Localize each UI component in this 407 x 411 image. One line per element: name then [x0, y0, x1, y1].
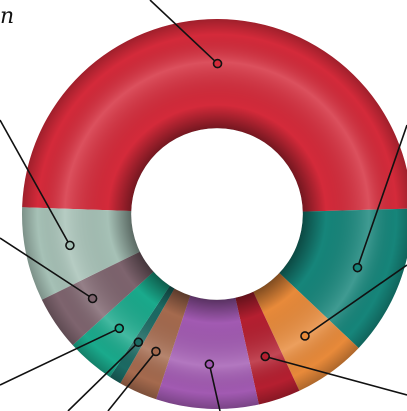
- leader-line-4: [208, 364, 221, 411]
- leader-line-1: [356, 124, 407, 268]
- leader-dot-7: [114, 323, 125, 334]
- leader-dot-6: [133, 337, 144, 348]
- leader-line-5: [107, 350, 157, 411]
- leader-dot-4: [204, 359, 215, 370]
- truncated-label: n: [0, 4, 15, 29]
- leader-line-6: [67, 341, 139, 411]
- leader-dot-1: [352, 262, 363, 273]
- leader-line-3: [265, 355, 407, 396]
- leader-line-0: [149, 0, 219, 65]
- leader-dot-5: [151, 346, 161, 357]
- leader-line-8: [0, 237, 94, 300]
- leader-dot-8: [87, 293, 98, 304]
- leader-dot-9: [65, 240, 75, 251]
- leader-line-7: [0, 327, 120, 386]
- leader-line-2: [304, 264, 407, 337]
- leader-dot-2: [300, 331, 310, 341]
- leader-dot-3: [260, 351, 271, 362]
- donut-hole: [131, 128, 303, 300]
- leader-dot-0: [212, 58, 223, 69]
- leader-line-9: [0, 119, 71, 246]
